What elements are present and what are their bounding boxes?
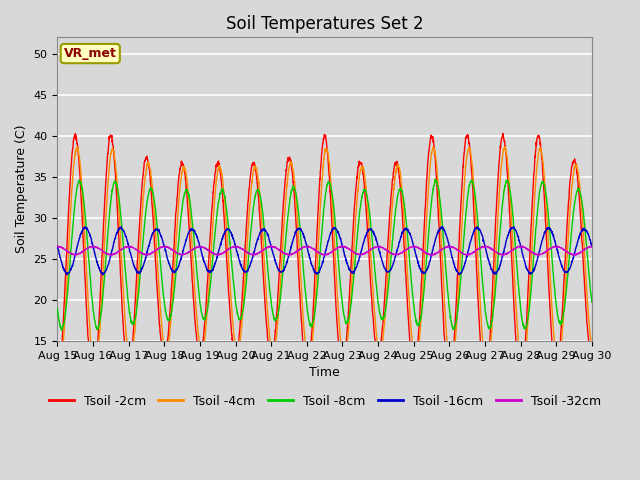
Tsoil -8cm <box>203 310 211 315</box>
Tsoil -32cm <box>351 251 359 256</box>
Tsoil -16cm <box>99 272 106 278</box>
Tsoil -8cm <box>340 313 348 319</box>
Tsoil -2cm <box>54 378 61 384</box>
Tsoil -32cm <box>541 249 549 255</box>
Tsoil -2cm <box>340 359 348 364</box>
Tsoil -32cm <box>588 243 596 249</box>
Legend: Tsoil -2cm, Tsoil -4cm, Tsoil -8cm, Tsoil -16cm, Tsoil -32cm: Tsoil -2cm, Tsoil -4cm, Tsoil -8cm, Tsoi… <box>44 390 605 412</box>
Y-axis label: Soil Temperature (C): Soil Temperature (C) <box>15 125 28 253</box>
Tsoil -32cm <box>482 243 490 249</box>
Tsoil -16cm <box>588 244 596 250</box>
Tsoil -2cm <box>480 376 488 382</box>
Title: Soil Temperatures Set 2: Soil Temperatures Set 2 <box>226 15 424 33</box>
Tsoil -8cm <box>588 300 596 305</box>
Tsoil -2cm <box>352 187 360 192</box>
Tsoil -8cm <box>431 176 439 182</box>
Tsoil -16cm <box>352 265 360 271</box>
Tsoil -16cm <box>203 266 211 272</box>
Tsoil -32cm <box>480 244 488 250</box>
Tsoil -16cm <box>117 224 125 229</box>
Tsoil -4cm <box>340 357 348 363</box>
Tsoil -32cm <box>203 246 211 252</box>
Tsoil -8cm <box>58 327 66 333</box>
Tsoil -8cm <box>54 306 61 312</box>
Tsoil -16cm <box>54 243 61 249</box>
Tsoil -16cm <box>556 258 564 264</box>
Tsoil -4cm <box>483 368 490 374</box>
Tsoil -4cm <box>203 317 211 323</box>
Tsoil -2cm <box>556 341 564 347</box>
Tsoil -32cm <box>340 244 348 250</box>
Line: Tsoil -8cm: Tsoil -8cm <box>58 179 592 330</box>
Tsoil -4cm <box>501 144 509 149</box>
Tsoil -4cm <box>556 350 564 356</box>
Tsoil -32cm <box>556 244 564 250</box>
Text: VR_met: VR_met <box>64 47 116 60</box>
Tsoil -8cm <box>352 252 360 257</box>
Tsoil -16cm <box>541 229 549 235</box>
Tsoil -2cm <box>499 131 507 136</box>
Tsoil -4cm <box>351 219 359 225</box>
Line: Tsoil -32cm: Tsoil -32cm <box>58 246 592 255</box>
Tsoil -4cm <box>588 345 596 351</box>
Tsoil -32cm <box>463 252 471 258</box>
Tsoil -4cm <box>480 353 488 359</box>
Tsoil -2cm <box>203 290 211 296</box>
Line: Tsoil -4cm: Tsoil -4cm <box>58 146 592 371</box>
Tsoil -16cm <box>340 252 348 257</box>
Line: Tsoil -16cm: Tsoil -16cm <box>58 227 592 275</box>
Tsoil -8cm <box>481 298 488 304</box>
Tsoil -8cm <box>541 186 549 192</box>
Tsoil -32cm <box>54 243 61 249</box>
Tsoil -4cm <box>541 186 549 192</box>
Tsoil -2cm <box>89 381 97 386</box>
Tsoil -4cm <box>54 362 61 368</box>
Line: Tsoil -2cm: Tsoil -2cm <box>58 133 592 384</box>
Tsoil -16cm <box>481 240 488 246</box>
Tsoil -2cm <box>541 209 549 215</box>
X-axis label: Time: Time <box>309 366 340 379</box>
Tsoil -8cm <box>556 318 564 324</box>
Tsoil -2cm <box>588 354 596 360</box>
